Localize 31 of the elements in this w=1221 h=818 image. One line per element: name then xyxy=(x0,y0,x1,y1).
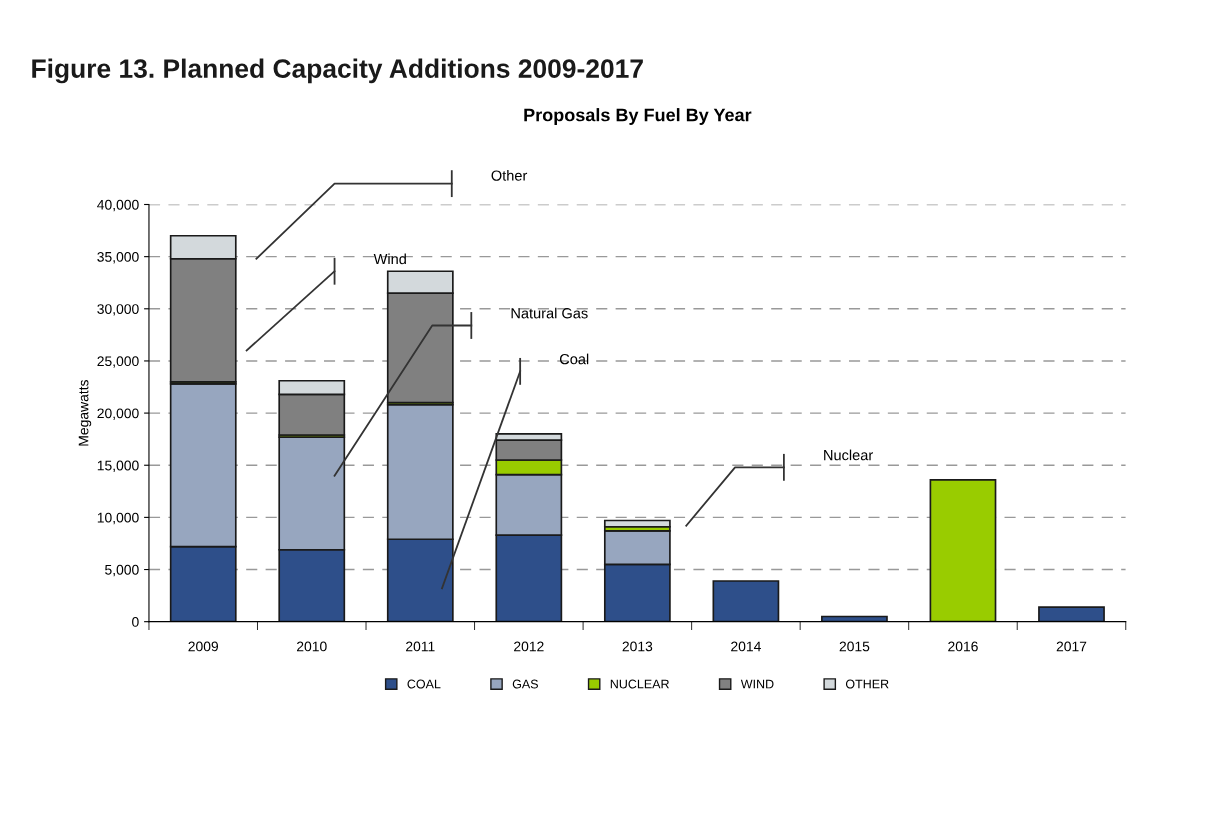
y-tick-label: 5,000 xyxy=(105,564,139,577)
x-tick-label: 2017 xyxy=(1056,641,1087,652)
x-tick-label: 2014 xyxy=(731,641,761,652)
annotation: Coal xyxy=(559,353,589,365)
x-tick-label: 2010 xyxy=(297,641,327,652)
x-tick-label: 2016 xyxy=(948,641,978,652)
y-tick-label: 25,000 xyxy=(97,356,139,368)
annotation: Wind xyxy=(373,253,406,265)
y-tick-label: 20,000 xyxy=(97,408,139,420)
legend-label: OTHER xyxy=(845,679,889,689)
x-tick-label: 2013 xyxy=(622,641,653,652)
y-tick-label: 30,000 xyxy=(97,304,139,316)
chart-subtitle: Proposals By Fuel By Year xyxy=(524,108,752,125)
legend-label: GAS xyxy=(512,679,538,689)
legend-label: WIND xyxy=(740,679,774,689)
y-tick-label: 40,000 xyxy=(97,199,139,212)
x-tick-label: 2012 xyxy=(514,641,544,652)
legend-label: NUCLEAR xyxy=(610,679,669,689)
x-tick-label: 2009 xyxy=(188,641,219,652)
y-tick-label: 15,000 xyxy=(97,460,139,473)
annotation: Nuclear xyxy=(824,449,873,461)
x-tick-label: 2011 xyxy=(406,641,435,652)
y-tick-label: 10,000 xyxy=(97,512,139,525)
x-tick-label: 2015 xyxy=(839,641,870,652)
y-tick-label: 0 xyxy=(132,617,139,627)
legend-label: COAL xyxy=(407,679,441,689)
chart-title: Figure 13. Planned Capacity Additions 2009-2017 xyxy=(32,58,643,84)
text: Other xyxy=(491,170,528,181)
annotation: Natural Gas xyxy=(511,307,588,319)
y-axis-title: Megawatts xyxy=(78,380,92,446)
y-tick-label: 35,000 xyxy=(97,251,139,264)
